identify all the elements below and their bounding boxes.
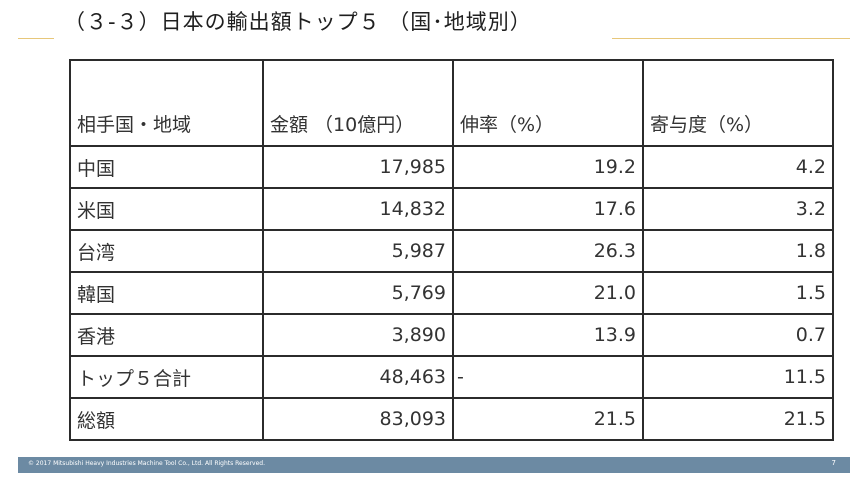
table-row: 香港 3,890 13.9 0.7: [69, 313, 834, 357]
growth-cell: 13.9: [452, 313, 644, 357]
contribution-cell: 0.7: [642, 313, 834, 357]
export-table-container: 相手国・地域 金額 （10億円） 伸率（%） 寄与度（%） 中国 17,985 …: [69, 59, 834, 441]
region-cell: 韓国: [69, 271, 264, 315]
table-row: 韓国 5,769 21.0 1.5: [69, 271, 834, 315]
growth-cell: 26.3: [452, 229, 644, 273]
region-cell: 台湾: [69, 229, 264, 273]
header-amount: 金額 （10億円）: [262, 59, 454, 147]
growth-cell: 21.5: [452, 397, 644, 441]
contribution-cell: 1.5: [642, 271, 834, 315]
region-cell: 米国: [69, 187, 264, 231]
table-row: 米国 14,832 17.6 3.2: [69, 187, 834, 231]
export-table: 相手国・地域 金額 （10億円） 伸率（%） 寄与度（%） 中国 17,985 …: [69, 59, 834, 441]
amount-cell: 14,832: [262, 187, 454, 231]
amount-cell: 48,463: [262, 355, 454, 399]
growth-cell: 19.2: [452, 145, 644, 189]
growth-cell: 21.0: [452, 271, 644, 315]
table-row: 中国 17,985 19.2 4.2: [69, 145, 834, 189]
copyright-text: © 2017 Mitsubishi Heavy Industries Machi…: [28, 460, 265, 467]
contribution-cell: 1.8: [642, 229, 834, 273]
header-region: 相手国・地域: [69, 59, 264, 147]
contribution-cell: 21.5: [642, 397, 834, 441]
amount-cell: 5,769: [262, 271, 454, 315]
footer-bar: © 2017 Mitsubishi Heavy Industries Machi…: [18, 457, 850, 473]
region-cell: トップ５合計: [69, 355, 264, 399]
contribution-cell: 3.2: [642, 187, 834, 231]
region-cell: 香港: [69, 313, 264, 357]
table-row-top5-total: トップ５合計 48,463 - 11.5: [69, 355, 834, 399]
amount-cell: 17,985: [262, 145, 454, 189]
growth-cell: 17.6: [452, 187, 644, 231]
title-rule-left: [18, 38, 54, 39]
header-contribution: 寄与度（%）: [642, 59, 834, 147]
header-growth: 伸率（%）: [452, 59, 644, 147]
page-title: （３-３）日本の輸出額トップ５ （国･地域別）: [64, 10, 532, 34]
amount-cell: 5,987: [262, 229, 454, 273]
amount-cell: 3,890: [262, 313, 454, 357]
growth-cell: -: [452, 355, 644, 399]
region-cell: 総額: [69, 397, 264, 441]
table-row-grand-total: 総額 83,093 21.5 21.5: [69, 397, 834, 441]
title-rule-right: [612, 38, 850, 39]
amount-cell: 83,093: [262, 397, 454, 441]
page-number: 7: [831, 459, 836, 467]
table-header-row: 相手国・地域 金額 （10億円） 伸率（%） 寄与度（%）: [69, 59, 834, 147]
contribution-cell: 4.2: [642, 145, 834, 189]
contribution-cell: 11.5: [642, 355, 834, 399]
table-row: 台湾 5,987 26.3 1.8: [69, 229, 834, 273]
region-cell: 中国: [69, 145, 264, 189]
